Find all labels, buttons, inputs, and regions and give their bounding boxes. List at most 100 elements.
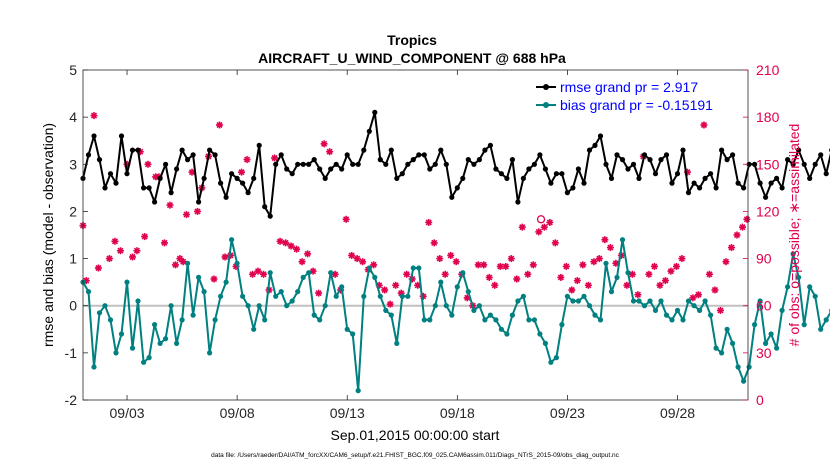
bias-point bbox=[438, 279, 444, 285]
obs-assimilated-marker bbox=[590, 258, 598, 266]
obs-assimilated-marker bbox=[392, 281, 400, 289]
asterisk-stroke bbox=[656, 282, 663, 289]
rmse-point bbox=[542, 166, 549, 172]
bias-point bbox=[394, 340, 400, 346]
bias-point bbox=[361, 293, 367, 299]
bias-point bbox=[807, 284, 813, 290]
bias-point bbox=[212, 317, 218, 323]
obs-assimilated-marker bbox=[743, 215, 751, 223]
rmse-point bbox=[278, 152, 284, 158]
bias-point bbox=[124, 279, 130, 285]
obs-assimilated-marker bbox=[287, 242, 295, 250]
x-tick-label: 09/03 bbox=[110, 405, 145, 421]
rmse-point bbox=[801, 161, 807, 167]
rmse-point bbox=[113, 180, 119, 186]
x-tick-layer: 09/03 09/08 09/13 09/18 09/23 09/28 bbox=[110, 70, 695, 421]
y-left-tick-label: 1 bbox=[69, 251, 77, 267]
asterisk-stroke bbox=[700, 121, 708, 129]
obs-assimilated-marker bbox=[694, 291, 702, 299]
bias-point bbox=[647, 298, 653, 304]
bias-point bbox=[344, 326, 350, 332]
asterisk-stroke bbox=[447, 252, 454, 259]
y-left-tick-label: 2 bbox=[69, 203, 77, 219]
bias-point bbox=[207, 350, 213, 356]
bias-point bbox=[328, 270, 334, 276]
bias-point bbox=[229, 237, 235, 243]
obs-possible-marker bbox=[536, 215, 546, 224]
obs-assimilated-marker bbox=[557, 273, 565, 281]
asterisk-stroke bbox=[403, 271, 410, 278]
bias-point bbox=[454, 284, 460, 290]
rmse-point bbox=[796, 147, 802, 153]
bias-point bbox=[366, 265, 372, 271]
asterisk-stroke bbox=[293, 246, 300, 253]
obs-assimilated-marker bbox=[507, 255, 515, 263]
rmse-point bbox=[515, 199, 521, 205]
obs-assimilated-marker bbox=[353, 255, 361, 263]
bias-point bbox=[603, 260, 609, 266]
bias-point bbox=[339, 284, 345, 290]
rmse-point bbox=[421, 152, 427, 158]
bias-point bbox=[796, 274, 802, 280]
asterisk-stroke bbox=[568, 286, 575, 294]
obs-assimilated-marker bbox=[129, 253, 137, 261]
asterisk-stroke bbox=[282, 239, 289, 246]
obs-assimilated-marker bbox=[436, 255, 444, 263]
rmse-point bbox=[575, 166, 582, 172]
rmse-point bbox=[262, 204, 268, 210]
rmse-point bbox=[157, 175, 163, 181]
bias-point bbox=[663, 312, 670, 318]
obs-assimilated-marker bbox=[90, 112, 98, 120]
y-left-tick-label: 4 bbox=[69, 109, 77, 125]
bias-point bbox=[284, 303, 290, 309]
asterisk-stroke bbox=[673, 263, 680, 270]
rmse-point bbox=[691, 180, 697, 186]
obs-assimilated-marker bbox=[568, 286, 576, 294]
rmse-point bbox=[757, 180, 763, 186]
asterisk-stroke bbox=[141, 233, 148, 240]
bias-point bbox=[482, 317, 488, 323]
asterisk-stroke bbox=[475, 261, 482, 268]
asterisk-stroke bbox=[722, 258, 730, 265]
rmse-point bbox=[185, 157, 191, 163]
asterisk-stroke bbox=[557, 274, 564, 281]
obs-assimilated-marker bbox=[403, 270, 411, 278]
bias-point bbox=[416, 265, 422, 271]
obs-assimilated-marker bbox=[518, 223, 526, 231]
rmse-point bbox=[146, 185, 152, 191]
asterisk-stroke bbox=[425, 219, 432, 226]
rmse-point bbox=[625, 166, 631, 172]
x-tick-label: 09/18 bbox=[440, 405, 475, 421]
rmse-point bbox=[531, 161, 538, 167]
asterisk-stroke bbox=[508, 255, 515, 262]
bias-point bbox=[185, 260, 191, 266]
chart-title: Tropics bbox=[387, 32, 437, 48]
bias-point bbox=[597, 317, 604, 323]
rmse-point bbox=[730, 152, 736, 158]
rmse-point bbox=[812, 161, 818, 167]
bias-point bbox=[223, 279, 229, 285]
rmse-point bbox=[476, 157, 482, 163]
bias-point bbox=[427, 317, 433, 323]
rmse-point bbox=[344, 152, 350, 158]
asterisk-stroke bbox=[480, 261, 487, 268]
rmse-point bbox=[537, 152, 543, 158]
obs-assimilated-marker bbox=[221, 253, 229, 261]
obs-assimilated-marker bbox=[182, 211, 190, 219]
asterisk-stroke bbox=[491, 282, 498, 289]
bias-point bbox=[443, 303, 449, 309]
rmse-point bbox=[586, 147, 593, 153]
rmse-point bbox=[520, 175, 527, 181]
y-right-tick-label: 210 bbox=[756, 62, 780, 78]
rmse-point bbox=[245, 190, 251, 196]
bias-point bbox=[768, 331, 774, 337]
asterisk-stroke bbox=[629, 271, 636, 278]
bias-point bbox=[746, 364, 752, 370]
asterisk-stroke bbox=[210, 275, 218, 283]
asterisk-stroke bbox=[552, 239, 559, 246]
rmse-point bbox=[685, 190, 692, 196]
rmse-point bbox=[493, 166, 499, 172]
rmse-point bbox=[118, 133, 125, 139]
bias-point bbox=[350, 331, 356, 337]
bias-point bbox=[234, 260, 240, 266]
